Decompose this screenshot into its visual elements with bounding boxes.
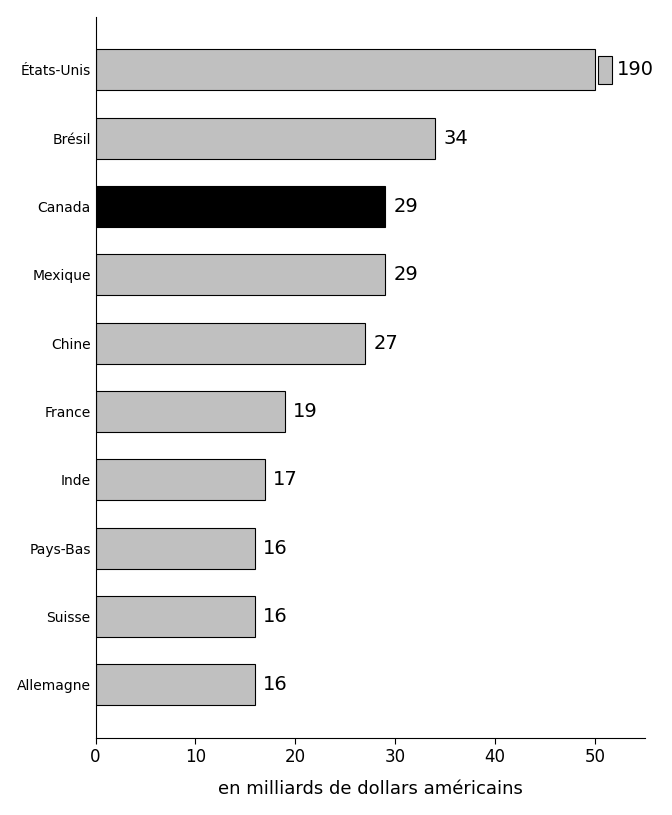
Bar [95,117,435,159]
X-axis label: en milliards de dollars américains: en milliards de dollars américains [218,780,523,799]
Bar [95,391,286,432]
Bar [95,50,595,90]
Text: 16: 16 [263,539,288,557]
Bar [95,323,365,363]
Text: 16: 16 [263,607,288,626]
Bar [95,596,255,637]
Bar [95,460,265,500]
Bar [95,527,255,569]
Text: 190: 190 [617,60,654,79]
Text: 17: 17 [274,470,298,489]
Bar [95,186,385,227]
Text: 27: 27 [373,333,398,353]
Text: 29: 29 [393,197,418,216]
Bar [95,254,385,295]
Text: 19: 19 [293,402,318,421]
Text: 16: 16 [263,676,288,694]
Bar [95,664,255,705]
Text: 34: 34 [443,129,468,148]
Text: 29: 29 [393,266,418,284]
Bar [598,55,612,84]
